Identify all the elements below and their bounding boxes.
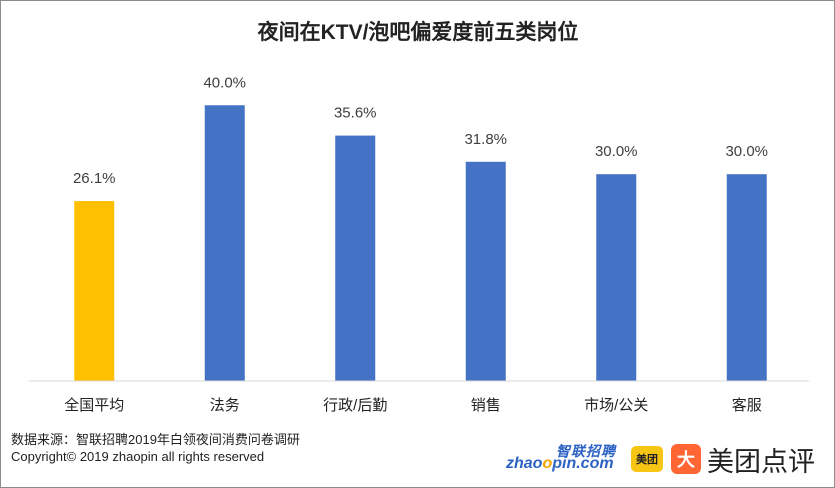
- category-label-2: 行政/后勤: [323, 397, 387, 414]
- value-label-4: 30.0%: [595, 143, 638, 160]
- bar-5: [726, 174, 767, 381]
- bar-3: [465, 161, 506, 381]
- source-note: 数据来源：智联招聘2019年白领夜间消费问卷调研 Copyright© 2019…: [11, 431, 300, 465]
- category-label-1: 法务: [210, 397, 240, 414]
- category-label-4: 市场/公关: [584, 397, 648, 414]
- value-label-5: 30.0%: [725, 143, 768, 160]
- source-line: 数据来源：智联招聘2019年白领夜间消费问卷调研: [11, 432, 300, 447]
- value-label-1: 40.0%: [203, 74, 246, 91]
- bar-2: [335, 135, 376, 381]
- meituan-dianping-wordmark: 美团点评: [707, 446, 815, 478]
- dianping-logo-icon: 大: [671, 444, 701, 474]
- category-label-0: 全国平均: [64, 396, 124, 414]
- bar-0: [74, 201, 115, 381]
- value-label-2: 35.6%: [334, 105, 377, 122]
- bar-4: [596, 174, 637, 381]
- logo-strip: 智联招聘 zhaoopin.com 美团 大 美团点评: [506, 439, 815, 479]
- meituan-logo: 美团: [631, 446, 663, 472]
- value-label-3: 31.8%: [464, 131, 507, 148]
- category-label-3: 销售: [471, 397, 501, 414]
- category-label-5: 客服: [732, 397, 762, 414]
- copyright-line: Copyright© 2019 zhaopin all rights reser…: [11, 449, 265, 464]
- chart-title: 夜间在KTV/泡吧偏爱度前五类岗位: [257, 20, 579, 44]
- bar-1: [204, 105, 245, 382]
- bars-group: 26.1% 全国平均 40.0% 法务 35.6% 行政/后勤 31.8% 销售 30.0% 市场…: [64, 74, 768, 414]
- zhaopin-en-text: zhaoopin.com: [506, 455, 614, 472]
- zhaopin-logo: 智联招聘 zhaoopin.com: [506, 439, 621, 479]
- value-label-0: 26.1%: [73, 170, 116, 187]
- zhaopin-cn-text: 智联招聘: [556, 443, 616, 459]
